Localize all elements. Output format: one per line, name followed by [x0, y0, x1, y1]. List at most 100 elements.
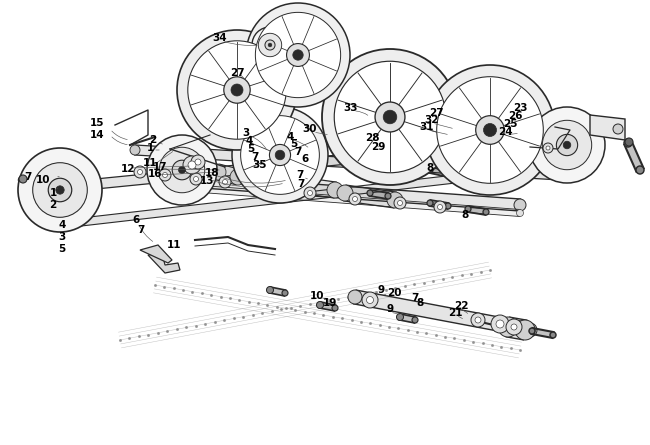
Circle shape — [134, 166, 146, 178]
Circle shape — [517, 210, 523, 217]
Circle shape — [337, 185, 353, 201]
Circle shape — [172, 160, 192, 180]
Circle shape — [546, 146, 550, 150]
Text: 7: 7 — [411, 293, 419, 303]
Text: 32: 32 — [424, 115, 439, 125]
Polygon shape — [148, 253, 180, 273]
Circle shape — [445, 171, 451, 177]
Circle shape — [624, 139, 632, 147]
Circle shape — [484, 124, 497, 137]
Circle shape — [515, 320, 535, 340]
Circle shape — [147, 135, 217, 205]
Circle shape — [195, 159, 201, 165]
Circle shape — [394, 197, 406, 209]
Circle shape — [138, 170, 142, 174]
Polygon shape — [216, 164, 240, 185]
Circle shape — [498, 317, 518, 337]
Circle shape — [238, 167, 252, 181]
Circle shape — [18, 148, 102, 232]
Circle shape — [425, 65, 555, 195]
Circle shape — [529, 107, 605, 183]
Circle shape — [427, 167, 433, 173]
Circle shape — [556, 134, 578, 156]
Polygon shape — [284, 175, 336, 198]
Circle shape — [625, 138, 633, 146]
Circle shape — [183, 156, 201, 174]
Text: 29: 29 — [370, 142, 385, 152]
Text: 8: 8 — [417, 298, 424, 308]
Text: 2: 2 — [49, 200, 57, 210]
Circle shape — [277, 175, 293, 191]
Circle shape — [437, 205, 443, 210]
Circle shape — [292, 50, 303, 60]
Circle shape — [385, 193, 391, 199]
Circle shape — [317, 302, 324, 308]
Text: 1: 1 — [49, 188, 57, 198]
Circle shape — [36, 182, 44, 189]
Circle shape — [270, 145, 291, 166]
Text: 22: 22 — [454, 301, 468, 311]
Circle shape — [445, 203, 451, 209]
Circle shape — [188, 41, 286, 139]
Circle shape — [434, 201, 446, 213]
Circle shape — [483, 209, 489, 215]
Polygon shape — [244, 167, 270, 186]
Circle shape — [177, 30, 297, 150]
Circle shape — [362, 292, 378, 308]
Polygon shape — [175, 174, 521, 211]
Circle shape — [352, 197, 358, 202]
Text: 7: 7 — [24, 172, 32, 182]
Polygon shape — [532, 328, 554, 338]
Circle shape — [636, 166, 644, 174]
Circle shape — [159, 147, 205, 193]
Circle shape — [179, 166, 185, 174]
Circle shape — [437, 77, 543, 183]
Circle shape — [287, 44, 309, 66]
Circle shape — [367, 190, 373, 196]
Circle shape — [585, 130, 595, 140]
Circle shape — [348, 290, 362, 304]
Circle shape — [246, 3, 350, 107]
Text: 21: 21 — [448, 308, 462, 318]
Circle shape — [282, 290, 288, 296]
Text: 8: 8 — [462, 210, 469, 220]
Circle shape — [476, 116, 504, 144]
Polygon shape — [430, 200, 448, 209]
Text: 12: 12 — [121, 164, 135, 174]
Circle shape — [486, 171, 494, 179]
Polygon shape — [269, 287, 285, 296]
Text: 16: 16 — [148, 169, 162, 179]
Text: 2: 2 — [150, 135, 157, 145]
Polygon shape — [135, 145, 560, 180]
Circle shape — [375, 102, 405, 132]
Circle shape — [162, 173, 168, 178]
Circle shape — [169, 174, 181, 186]
Circle shape — [252, 27, 288, 63]
Text: 8: 8 — [426, 163, 434, 173]
Circle shape — [48, 178, 72, 202]
Polygon shape — [140, 245, 172, 263]
Circle shape — [266, 287, 274, 294]
Text: 14: 14 — [90, 130, 104, 140]
Circle shape — [397, 314, 403, 320]
Circle shape — [304, 187, 316, 199]
Polygon shape — [21, 177, 41, 188]
Circle shape — [529, 328, 535, 334]
Circle shape — [427, 200, 433, 206]
Text: 27: 27 — [229, 68, 244, 78]
Circle shape — [30, 185, 40, 195]
Circle shape — [471, 313, 485, 327]
Text: 30: 30 — [303, 124, 317, 134]
Circle shape — [322, 49, 458, 185]
Circle shape — [232, 107, 328, 203]
Text: 4: 4 — [286, 132, 294, 142]
Polygon shape — [354, 290, 531, 337]
Text: 24: 24 — [498, 127, 512, 137]
Circle shape — [194, 177, 198, 182]
Circle shape — [222, 179, 227, 185]
Text: 10: 10 — [36, 175, 50, 185]
Polygon shape — [399, 314, 415, 323]
Text: 25: 25 — [502, 119, 517, 129]
Text: 19: 19 — [323, 298, 337, 308]
Polygon shape — [506, 317, 526, 340]
